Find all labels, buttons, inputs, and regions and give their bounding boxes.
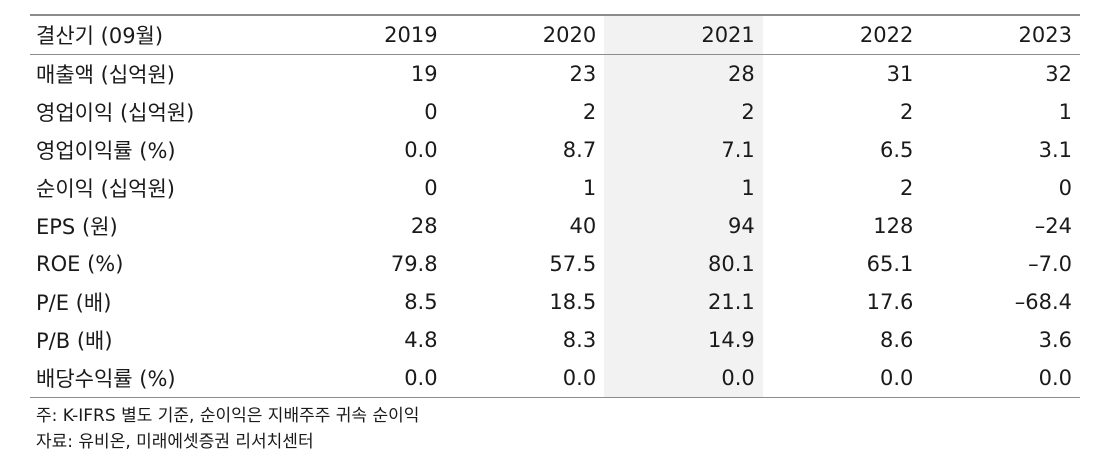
cell-value: 0.0 bbox=[404, 138, 438, 162]
cell-value: 3.6 bbox=[1038, 328, 1072, 352]
table-note: 주: K-IFRS 별도 기준, 순이익은 지배주주 귀속 순이익 bbox=[36, 406, 420, 426]
table-row: P/E (배) 8.5 18.5 21.1 17.6 –68.4 bbox=[30, 283, 1080, 321]
table-row: 순이익 (십억원) 0 1 1 2 0 bbox=[30, 169, 1080, 207]
header-row: 결산기 (09월) 2019 2020 2021 2022 2023 bbox=[30, 14, 1080, 55]
cell-value: 57.5 bbox=[549, 252, 597, 276]
cell-value: 0.0 bbox=[762, 359, 922, 398]
table-row: 영업이익 (십억원) 0 2 2 2 1 bbox=[30, 93, 1080, 131]
table-row: EPS (원) 28 40 94 128 –24 bbox=[30, 207, 1080, 245]
cell-value: 2 bbox=[900, 176, 914, 200]
table-row: 영업이익률 (%) 0.0 8.7 7.1 6.5 3.1 bbox=[30, 131, 1080, 169]
cell-value: 40 bbox=[569, 214, 597, 238]
header-year: 2022 bbox=[762, 14, 922, 55]
cell-value: 8.6 bbox=[879, 328, 914, 352]
cell-value: 1 bbox=[604, 169, 763, 207]
table-row: 배당수익률 (%) 0.0 0.0 0.0 0.0 0.0 bbox=[30, 359, 1080, 398]
cell-value: 0.0 bbox=[921, 359, 1080, 398]
cell-value: 0.0 bbox=[604, 359, 763, 398]
header-label: 결산기 (09월) bbox=[30, 14, 287, 55]
row-label: 배당수익률 (%) bbox=[30, 359, 287, 398]
cell-value: 19 bbox=[410, 62, 438, 86]
cell-value: 128 bbox=[873, 214, 914, 238]
table-row: 매출액 (십억원) 19 23 28 31 32 bbox=[30, 54, 1080, 93]
cell-value: 14.9 bbox=[604, 321, 763, 359]
source-note: 자료: 유비온, 미래에셋증권 리서치센터 bbox=[36, 432, 314, 452]
header-year: 2023 bbox=[921, 14, 1080, 55]
cell-value: 80.1 bbox=[604, 245, 763, 283]
cell-value: 31 bbox=[886, 62, 914, 86]
cell-value: 32 bbox=[1045, 62, 1072, 86]
cell-value: 8.5 bbox=[404, 290, 438, 314]
row-label: P/E (배) bbox=[36, 291, 112, 315]
table-row: P/B (배) 4.8 8.3 14.9 8.6 3.6 bbox=[30, 321, 1080, 359]
cell-value: 7.1 bbox=[604, 131, 763, 169]
cell-value: –7.0 bbox=[1028, 252, 1072, 276]
row-label: 영업이익 (십억원) bbox=[36, 101, 195, 125]
header-year: 2019 bbox=[287, 14, 446, 55]
cell-value: 8.7 bbox=[562, 138, 597, 162]
financial-table: 결산기 (09월) 2019 2020 2021 2022 2023 매출액 (… bbox=[30, 14, 1080, 398]
cell-value: 4.8 bbox=[404, 328, 438, 352]
cell-value: 28 bbox=[604, 54, 763, 93]
cell-value: 0 bbox=[424, 176, 438, 200]
cell-value: 21.1 bbox=[604, 283, 763, 321]
row-label: 순이익 (십억원) bbox=[36, 177, 175, 201]
cell-value: –68.4 bbox=[1014, 290, 1072, 314]
row-label: 영업이익률 (%) bbox=[36, 139, 176, 163]
cell-value: 3.1 bbox=[1038, 138, 1072, 162]
cell-value: 8.3 bbox=[562, 328, 597, 352]
cell-value: 0 bbox=[424, 100, 438, 124]
financial-summary: 결산기 (09월) 2019 2020 2021 2022 2023 매출액 (… bbox=[30, 14, 1080, 455]
row-label: P/B (배) bbox=[36, 329, 113, 353]
cell-value: 2 bbox=[900, 100, 914, 124]
cell-value: 17.6 bbox=[866, 290, 914, 314]
row-label: 매출액 (십억원) bbox=[36, 63, 175, 87]
cell-value: 28 bbox=[410, 214, 438, 238]
cell-value: 0.0 bbox=[445, 359, 605, 398]
cell-value: 79.8 bbox=[390, 252, 438, 276]
cell-value: 1 bbox=[582, 176, 597, 200]
header-year: 2021 bbox=[604, 14, 763, 55]
cell-value: –24 bbox=[1034, 214, 1072, 238]
cell-value: 23 bbox=[569, 62, 597, 86]
cell-value: 2 bbox=[582, 100, 597, 124]
cell-value: 0 bbox=[1058, 176, 1072, 200]
table-row: ROE (%) 79.8 57.5 80.1 65.1 –7.0 bbox=[30, 245, 1080, 283]
row-label: EPS (원) bbox=[36, 215, 118, 239]
cell-value: 65.1 bbox=[866, 252, 914, 276]
cell-value: 6.5 bbox=[879, 138, 914, 162]
row-label: ROE (%) bbox=[36, 252, 124, 276]
cell-value: 18.5 bbox=[549, 290, 597, 314]
cell-value: 2 bbox=[604, 93, 763, 131]
cell-value: 1 bbox=[1058, 100, 1072, 124]
cell-value: 94 bbox=[604, 207, 763, 245]
header-year: 2020 bbox=[445, 14, 605, 55]
cell-value: 0.0 bbox=[287, 359, 446, 398]
footnotes: 주: K-IFRS 별도 기준, 순이익은 지배주주 귀속 순이익 자료: 유비… bbox=[30, 403, 1080, 455]
